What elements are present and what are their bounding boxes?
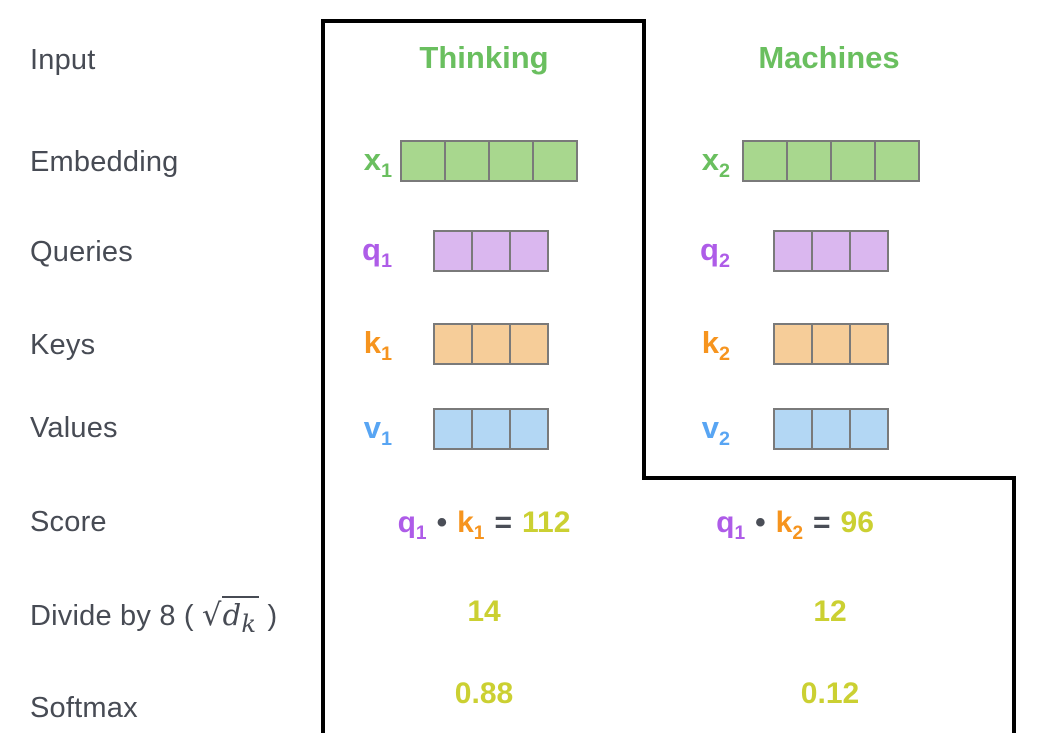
softmax-value-2: 0.12 — [800, 677, 860, 710]
vector-cell — [876, 142, 918, 180]
score-value-2: 96 — [840, 506, 874, 539]
row-label-values: Values — [30, 412, 118, 444]
vector-cell — [511, 410, 547, 448]
vector-label-q2: q2 — [700, 232, 730, 273]
value-vector-v2 — [773, 408, 889, 450]
row-label-softmax: Softmax — [30, 692, 138, 724]
vector-label-v2: v2 — [701, 410, 730, 451]
vector-cell — [511, 232, 547, 270]
score-expression-2: q1 • k2 = 96 — [716, 506, 874, 544]
vector-cell — [851, 410, 887, 448]
vector-cell — [775, 232, 813, 270]
vector-cell — [473, 325, 511, 363]
score-value-1: 112 — [522, 506, 571, 539]
value-vector-v1 — [433, 408, 549, 450]
vector-cell — [511, 325, 547, 363]
vector-cell — [851, 325, 887, 363]
vector-cell — [446, 142, 490, 180]
vector-cell — [473, 410, 511, 448]
vector-cell — [490, 142, 534, 180]
score-expression-1: q1 • k1 = 112 — [397, 506, 571, 544]
vector-cell — [402, 142, 446, 180]
vector-cell — [813, 410, 851, 448]
divide-value-2: 12 — [813, 595, 847, 628]
vector-label-q1: q1 — [362, 232, 392, 273]
vector-cell — [435, 232, 473, 270]
vector-label-x2: x2 — [701, 142, 730, 183]
row-label-queries: Queries — [30, 236, 133, 268]
column-header-thinking: Thinking — [419, 40, 549, 75]
vector-label-k2: k2 — [701, 325, 730, 366]
row-label-input: Input — [30, 44, 96, 76]
vector-cell — [813, 325, 851, 363]
vector-cell — [775, 325, 813, 363]
key-vector-k2 — [773, 323, 889, 365]
vector-label-x1: x1 — [363, 142, 392, 183]
dot-operator: • — [436, 506, 448, 539]
row-label-embedding: Embedding — [30, 146, 179, 178]
vector-cell — [534, 142, 576, 180]
vector-cell — [435, 325, 473, 363]
sqrt-dk-math: √dk — [202, 596, 260, 638]
divide-value-1: 14 — [467, 595, 501, 628]
vector-cell — [473, 232, 511, 270]
vector-cell — [435, 410, 473, 448]
vector-label-k1: k1 — [363, 325, 392, 366]
query-vector-q2 — [773, 230, 889, 272]
vector-cell — [744, 142, 788, 180]
query-vector-q1 — [433, 230, 549, 272]
vector-cell — [813, 232, 851, 270]
softmax-value-1: 0.88 — [454, 677, 514, 710]
embedding-vector-x1 — [400, 140, 578, 182]
vector-cell — [788, 142, 832, 180]
key-vector-k1 — [433, 323, 549, 365]
vector-cell — [851, 232, 887, 270]
vector-cell — [832, 142, 876, 180]
row-label-score: Score — [30, 506, 107, 538]
vector-label-v1: v1 — [363, 410, 392, 451]
column-header-machines: Machines — [758, 40, 900, 75]
row-label-keys: Keys — [30, 329, 96, 361]
dot-operator: • — [755, 506, 766, 539]
embedding-vector-x2 — [742, 140, 920, 182]
vector-cell — [775, 410, 813, 448]
row-label-divide: Divide by 8 ( √dk ) — [30, 596, 278, 638]
